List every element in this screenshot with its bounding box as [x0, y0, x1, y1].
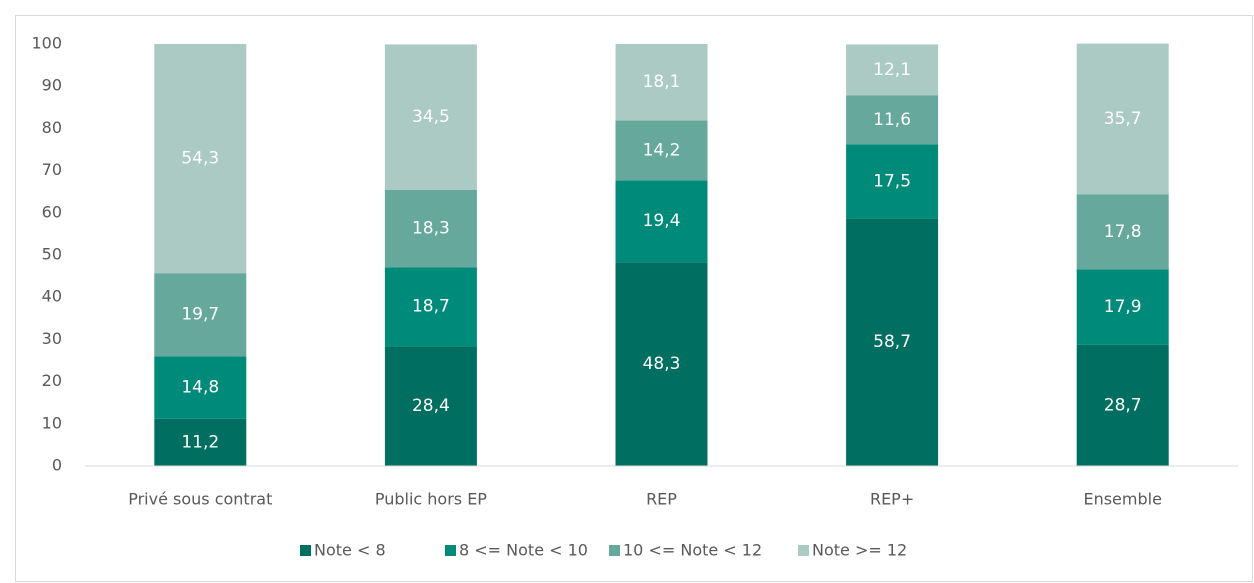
x-tick-label: REP [646, 490, 677, 509]
value-label: 28,7 [1104, 395, 1142, 415]
value-label: 14,8 [181, 378, 219, 398]
legend-label: 10 <= Note < 12 [623, 541, 762, 560]
y-tick-label: 80 [42, 118, 62, 137]
value-label: 17,8 [1104, 222, 1142, 242]
bar-segment [1076, 43, 1169, 195]
bar-segment [154, 44, 247, 274]
bar-segment [615, 180, 708, 263]
bar-segment [154, 418, 247, 466]
legend-marker [609, 545, 620, 556]
y-tick-label: 30 [42, 329, 62, 348]
x-tick-label: Privé sous contrat [128, 490, 272, 509]
bar-segment [846, 218, 939, 466]
value-label: 12,1 [873, 60, 911, 80]
value-label: 11,6 [873, 110, 911, 130]
legend-label: Note < 8 [314, 541, 386, 560]
bar-segment [846, 95, 939, 145]
bar-segment [615, 120, 708, 181]
bar-segment [384, 346, 477, 466]
y-tick-label: 40 [42, 287, 62, 306]
legend-marker [300, 545, 311, 556]
bar-segment [615, 44, 708, 121]
y-tick-label: 100 [31, 34, 62, 53]
y-tick-label: 90 [42, 76, 62, 95]
value-label: 34,5 [412, 107, 450, 127]
bar-segment [615, 262, 708, 466]
y-tick-label: 0 [52, 456, 62, 475]
bar-segment [1076, 269, 1169, 345]
y-tick-label: 50 [42, 245, 62, 264]
value-label: 35,7 [1104, 109, 1142, 129]
y-tick-label: 20 [42, 371, 62, 390]
value-label: 28,4 [412, 396, 450, 416]
bar-segment [846, 144, 939, 219]
value-label: 58,7 [873, 332, 911, 352]
value-label: 11,2 [181, 432, 219, 452]
value-label: 18,7 [412, 297, 450, 317]
bar-segment [154, 273, 247, 357]
chart-border [15, 15, 1253, 582]
legend-marker [445, 545, 456, 556]
value-label: 18,3 [412, 219, 450, 239]
bar-segment [154, 356, 247, 419]
bar-segment [1076, 344, 1169, 466]
legend-label: Note >= 12 [812, 541, 907, 560]
value-label: 54,3 [181, 149, 219, 169]
x-tick-label: Public hors EP [375, 490, 487, 509]
bar-segment [384, 44, 477, 191]
bar-segment [384, 267, 477, 347]
value-label: 19,7 [181, 305, 219, 325]
y-tick-label: 70 [42, 160, 62, 179]
value-label: 19,4 [643, 211, 681, 231]
x-tick-label: REP+ [870, 490, 914, 509]
legend-label: 8 <= Note < 10 [459, 541, 588, 560]
value-label: 14,2 [643, 140, 681, 160]
bar-segment [384, 190, 477, 268]
x-tick-label: Ensemble [1083, 490, 1161, 509]
value-label: 17,9 [1104, 297, 1142, 317]
legend-marker [798, 545, 809, 556]
bar-segment [846, 44, 939, 96]
value-label: 48,3 [643, 354, 681, 374]
value-label: 18,1 [643, 72, 681, 92]
y-tick-label: 60 [42, 202, 62, 221]
value-label: 17,5 [873, 171, 911, 191]
y-tick-label: 10 [42, 413, 62, 432]
bar-segment [1076, 194, 1169, 270]
